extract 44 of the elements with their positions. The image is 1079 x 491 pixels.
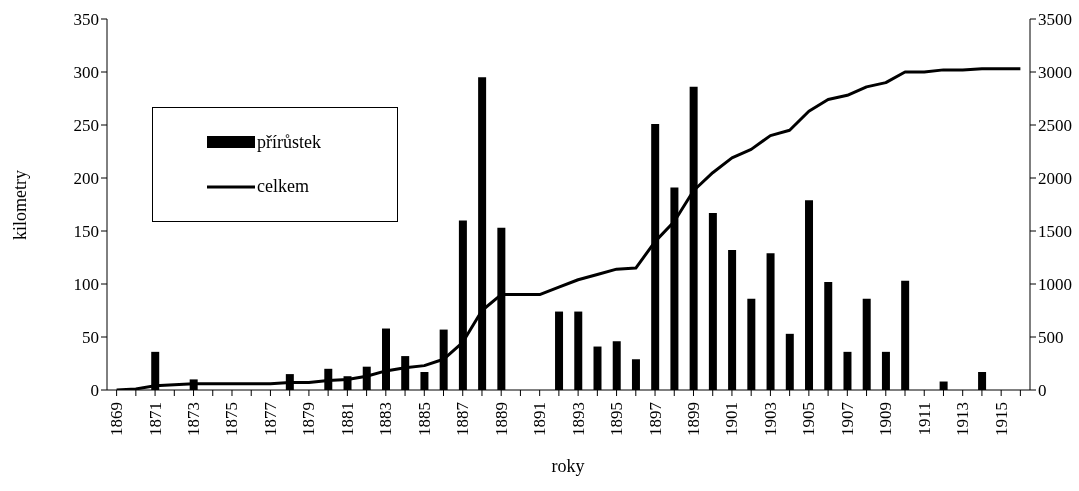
x-tick-label: 1915: [991, 402, 1011, 436]
x-tick-label: 1877: [260, 401, 280, 436]
x-tick-label: 1887: [453, 401, 473, 436]
y2-tick-label: 2000: [1038, 169, 1072, 189]
x-tick-label: 1893: [568, 402, 588, 436]
x-tick-label: 1879: [299, 402, 319, 436]
y2-tick-label: 0: [1038, 381, 1047, 401]
y2-tick-label: 3500: [1038, 10, 1072, 30]
x-tick-label: 1907: [837, 401, 857, 436]
x-tick-label: 1901: [722, 402, 742, 436]
legend-label: přírůstek: [257, 131, 321, 153]
x-tick-label: 1903: [760, 402, 780, 436]
x-tick-label: 1891: [530, 402, 550, 436]
y2-tick-label: 3000: [1038, 63, 1072, 83]
x-tick-label: 1885: [414, 402, 434, 436]
y-tick-label: 200: [73, 169, 99, 189]
y-tick-label: 100: [73, 275, 99, 295]
x-axis-title: roky: [551, 455, 585, 477]
x-tick-label: 1899: [683, 402, 703, 436]
x-tick-label: 1873: [184, 402, 204, 436]
x-tick-label: 1909: [876, 402, 896, 436]
y2-tick-label: 1000: [1038, 275, 1072, 295]
x-tick-label: 1895: [607, 402, 627, 436]
x-tick-label: 1897: [645, 401, 665, 436]
y-tick-label: 150: [73, 222, 99, 242]
x-tick-label: 1881: [337, 402, 357, 436]
y-tick-label: 350: [73, 10, 99, 30]
x-tick-label: 1913: [953, 402, 973, 436]
y2-tick-label: 500: [1038, 328, 1064, 348]
y-tick-label: 50: [82, 328, 99, 348]
y-tick-label: 300: [73, 63, 99, 83]
legend-label: celkem: [257, 176, 309, 198]
x-tick-label: 1871: [145, 402, 165, 436]
x-tick-label: 1905: [799, 402, 819, 436]
y2-tick-label: 2500: [1038, 116, 1072, 136]
y-tick-label: 0: [90, 381, 99, 401]
x-tick-label: 1883: [376, 402, 396, 436]
y-axis-title: kilometry: [9, 170, 31, 240]
x-tick-label: 1869: [107, 402, 127, 436]
x-tick-label: 1875: [222, 402, 242, 436]
x-tick-label: 1889: [491, 402, 511, 436]
y2-tick-label: 1500: [1038, 222, 1072, 242]
x-tick-label: 1911: [914, 402, 934, 436]
y-tick-label: 250: [73, 116, 99, 136]
